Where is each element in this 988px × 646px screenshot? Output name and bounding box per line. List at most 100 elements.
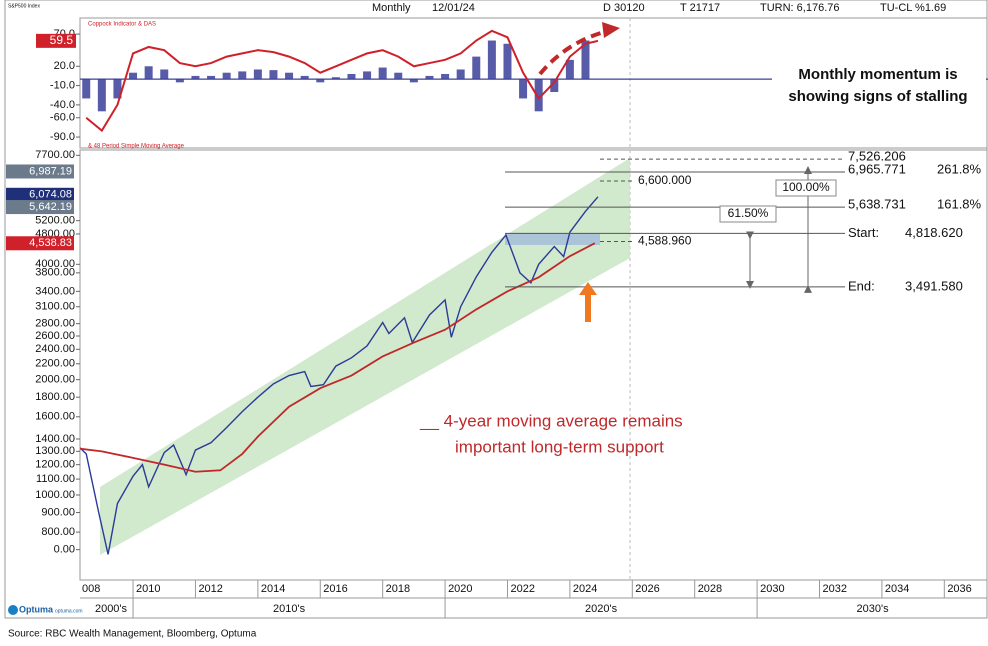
y-tick-label: 1200.00	[35, 459, 75, 471]
momentum-bar	[347, 73, 356, 80]
header-t: T 21717	[680, 2, 720, 14]
period: Monthly	[372, 2, 411, 14]
y-tick-label: 3100.00	[35, 301, 75, 313]
current-value-box	[36, 33, 76, 48]
header-d: D 30120	[603, 2, 645, 14]
momentum-bar	[253, 69, 262, 80]
x-tick-label: 2012	[198, 583, 222, 595]
highlight-box	[505, 233, 600, 245]
current-value-label: 59.5	[50, 33, 74, 47]
marks: 70.020.0-10.0-40.0-60.0-90.059.57700.005…	[6, 28, 988, 618]
momentum-bar	[238, 71, 247, 80]
momentum-bar	[550, 79, 559, 93]
y-tick-label: 1000.00	[35, 489, 75, 501]
axis-value-box	[6, 200, 74, 215]
y-tick-label: 900.00	[41, 506, 75, 518]
y-tick-label: 2400.00	[35, 343, 75, 355]
x-group-label: 2000's	[95, 603, 128, 615]
momentum-bar	[113, 79, 122, 99]
momentum-bar	[456, 69, 465, 80]
y-tick-label: 1100.00	[36, 473, 75, 485]
momentum-bar	[129, 72, 138, 80]
axis-value-box	[6, 164, 74, 179]
annotation-bg	[772, 64, 986, 108]
trend-channel	[100, 158, 630, 555]
x-tick-label: 008	[82, 583, 100, 595]
logo-icon	[8, 605, 18, 615]
logo-url: optuma.com	[55, 608, 83, 614]
date: 12/01/24	[432, 2, 475, 14]
x-tick-label: 2028	[698, 583, 722, 595]
level-name: Start:	[848, 225, 879, 240]
top-panel	[79, 17, 988, 149]
x-tick-label: 2016	[323, 583, 347, 595]
retracement-label: 61.50%	[728, 206, 769, 220]
momentum-bar	[565, 59, 574, 80]
y-tick-label: 2000.00	[35, 374, 75, 386]
axis-value-label: 4,538.83	[29, 237, 72, 249]
momentum-bar	[316, 79, 325, 83]
level-name: End:	[848, 278, 875, 293]
x-tick-label: 2018	[386, 583, 410, 595]
y-tick-label: 1800.00	[35, 391, 75, 403]
momentum-bar	[519, 79, 528, 99]
price-line	[80, 196, 599, 555]
momentum-bar	[222, 72, 231, 80]
y-tick-label: 1400.00	[35, 433, 75, 445]
momentum-bar	[191, 75, 200, 80]
y-tick-label: 4000.00	[35, 258, 75, 270]
x-tick-label: 2034	[885, 583, 909, 595]
y-tick-label: 3800.00	[35, 267, 75, 279]
level-label: 7,526.206	[848, 149, 906, 164]
momentum-bar	[160, 69, 169, 80]
y-tick-label: 2800.00	[35, 318, 75, 330]
header-turn: TURN: 6,176.76	[760, 2, 839, 14]
axis-value-label: 6,987.19	[29, 165, 72, 177]
x-tick-label: 2036	[947, 583, 971, 595]
x-group-label: 2030's	[857, 603, 890, 615]
momentum-bar	[581, 40, 590, 80]
momentum-bar	[378, 67, 387, 80]
logo-bg	[7, 603, 67, 616]
top-legend: Coppock Indicator & DAS	[88, 22, 156, 28]
x-tick-label: 2022	[510, 583, 534, 595]
momentum-bar	[207, 75, 216, 80]
x-tick-label: 2032	[823, 583, 847, 595]
level-label: 5,638.731	[848, 197, 906, 212]
y-tick-label: 0.00	[54, 544, 75, 556]
main-legend: & 48 Period Simple Moving Average	[88, 144, 185, 150]
momentum-bar	[300, 75, 309, 80]
momentum-bar	[363, 71, 372, 80]
main-panel	[79, 149, 988, 581]
source: Source: RBC Wealth Management, Bloomberg…	[8, 629, 257, 640]
momentum-bar	[394, 72, 403, 80]
momentum-bar	[97, 79, 106, 112]
momentum-bar	[82, 79, 91, 99]
x-tick-label: 2020	[448, 583, 472, 595]
support-note: __ 4-year moving average remains	[419, 411, 683, 430]
momentum-note: showing signs of stalling	[788, 88, 967, 105]
momentum-arrow	[538, 28, 613, 76]
y-tick-label: 2600.00	[35, 330, 75, 342]
y-tick-label: 1300.00	[35, 445, 75, 457]
momentum-bar	[175, 79, 184, 83]
y-tick-label: 1600.00	[35, 411, 75, 423]
logo-name: Optuma	[19, 604, 54, 614]
x-tick-label: 2014	[261, 583, 285, 595]
y-tick-label: 5200.00	[35, 215, 75, 227]
moving-average	[80, 242, 596, 473]
axis-value-box	[6, 236, 74, 251]
momentum-bar	[269, 70, 278, 80]
level-label: 3,491.580	[905, 278, 963, 293]
x-group-label: 2010's	[273, 603, 306, 615]
y-tick-label: -40.0	[50, 99, 75, 111]
y-tick-label: 20.0	[54, 60, 75, 72]
y-tick-label: 800.00	[41, 526, 75, 538]
y-tick-label: -90.0	[50, 131, 75, 143]
das-line	[85, 29, 599, 133]
momentum-bar	[144, 66, 153, 80]
momentum-bar	[534, 79, 543, 112]
index-name: S&P500 Index	[8, 3, 40, 9]
y-tick-label: 3400.00	[35, 285, 75, 297]
